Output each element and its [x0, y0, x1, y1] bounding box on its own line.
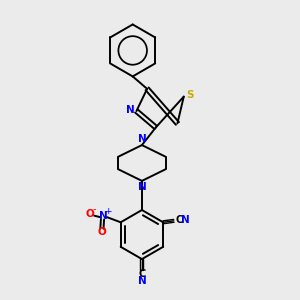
Text: C: C	[138, 269, 146, 279]
Text: N: N	[137, 276, 146, 286]
Text: N: N	[126, 105, 134, 115]
Text: +: +	[104, 207, 111, 216]
Text: O: O	[86, 209, 94, 219]
Text: N: N	[99, 211, 108, 220]
Text: N: N	[181, 215, 190, 225]
Text: C: C	[176, 215, 183, 225]
Text: -: -	[92, 204, 96, 214]
Text: S: S	[186, 90, 194, 100]
Text: N: N	[137, 182, 146, 192]
Text: N: N	[137, 134, 146, 144]
Text: O: O	[98, 227, 106, 237]
